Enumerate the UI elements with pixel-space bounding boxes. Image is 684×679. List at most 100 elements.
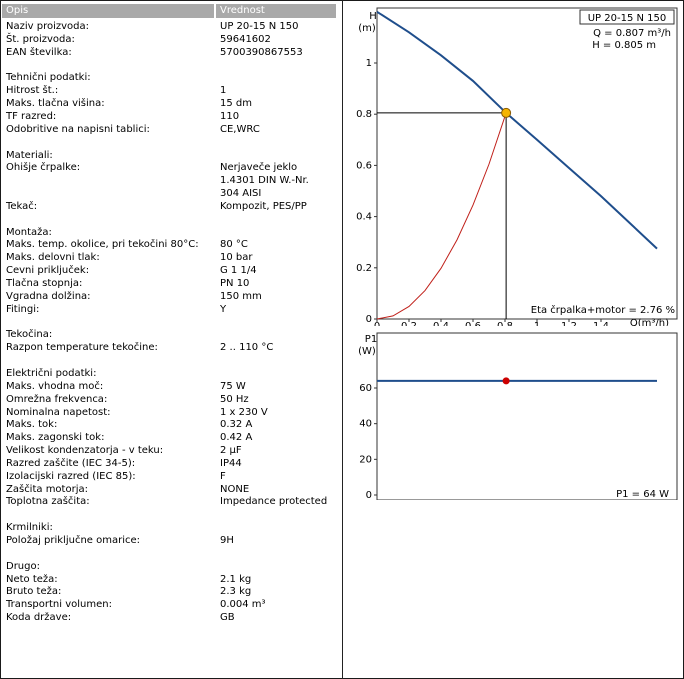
row-label: Odobritive na napisni tablici: xyxy=(6,123,150,135)
table-row xyxy=(6,59,336,72)
row-label: Vgradna dolžina: xyxy=(6,290,91,302)
annotation-h: H = 0.805 m xyxy=(592,40,656,51)
y-axis-unit: (m) xyxy=(358,23,376,34)
row-value: CE,WRC xyxy=(220,123,260,135)
row-label: Maks. zagonski tok: xyxy=(6,432,105,444)
y-tick-label: 0.6 xyxy=(356,160,372,171)
table-row: Neto teža: 2.1 kg xyxy=(6,573,336,586)
system-curve-line xyxy=(376,112,507,320)
table-row: EAN številka: 5700390867553 xyxy=(6,46,336,59)
table-row: Maks. tlačna višina: 15 dm xyxy=(6,97,336,110)
row-label: Tlačna stopnja: xyxy=(6,278,83,289)
row-value: 0.42 A xyxy=(220,432,253,444)
row-label: Bruto teža: xyxy=(6,586,62,598)
row-value: UP 20-15 N 150 xyxy=(220,21,299,32)
table-row xyxy=(6,547,336,560)
row-value: G 1 1/4 xyxy=(220,265,257,277)
row-value: PN 10 xyxy=(220,278,250,289)
row-label: Velikost kondenzatorja - v teku: xyxy=(6,445,164,457)
table-row: Ohišje črpalke: Nerjaveče jeklo xyxy=(6,161,336,174)
table-row: Maks. tok: 0.32 A xyxy=(6,418,336,431)
table-row: Bruto teža: 2.3 kg xyxy=(6,585,336,598)
row-value: 1 xyxy=(220,85,227,97)
row-value: 59641602 xyxy=(220,33,271,45)
annotation-q: Q = 0.807 m³/h xyxy=(593,28,671,39)
row-label: Cevni priključek: xyxy=(6,265,90,277)
row-value: 0.32 A xyxy=(220,419,253,431)
row-value: 2 .. 110 °C xyxy=(220,342,274,354)
row-value: 5700390867553 xyxy=(220,46,303,58)
table-row: Drugo: xyxy=(6,560,336,573)
row-label: Izolacijski razred (IEC 85): xyxy=(6,470,136,482)
table-row: Električni podatki: xyxy=(6,367,336,380)
column-header-value: Vrednost xyxy=(216,4,336,18)
legend-box xyxy=(579,9,675,25)
table-row: Razpon temperature tekočine: 2 .. 110 °C xyxy=(6,341,336,354)
row-label: Nominalna napetost: xyxy=(6,406,111,418)
table-row: Tehnični podatki: xyxy=(6,71,336,84)
row-label: Materiali: xyxy=(6,149,53,161)
row-label: Toplotna zaščita: xyxy=(6,496,90,508)
table-row: Montaža: xyxy=(6,226,336,239)
x-axis-label: Q(m³/h) xyxy=(630,318,669,326)
y-tick-label: 0.8 xyxy=(356,109,372,120)
row-value: 150 mm xyxy=(220,290,262,302)
x-tick-label: 0.4 xyxy=(433,321,449,326)
table-row: Tlačna stopnja: PN 10 xyxy=(6,277,336,290)
table-row xyxy=(6,213,336,226)
row-value: Y xyxy=(220,303,227,315)
row-label: Neto teža: xyxy=(6,573,58,585)
column-header-description: Opis xyxy=(2,4,214,18)
row-value: 15 dm xyxy=(220,98,252,110)
row-value: 10 bar xyxy=(220,252,253,264)
table-row: Tekočina: xyxy=(6,328,336,341)
row-value: 110 xyxy=(220,110,240,122)
y-tick-label: 0 xyxy=(366,314,372,325)
table-row: Omrežna frekvenca: 50 Hz xyxy=(6,393,336,406)
table-row: Fitingi: Y xyxy=(6,303,336,316)
plot-area xyxy=(376,7,678,320)
table-row: 1.4301 DIN W.-Nr. xyxy=(6,174,336,187)
y-axis-unit: (W) xyxy=(358,346,376,357)
row-value: 75 W xyxy=(220,380,246,392)
power-chart: P1 (W) P1 = 64 W 0 20 40 60 xyxy=(358,332,678,500)
plot-area xyxy=(376,332,678,500)
row-value: 9H xyxy=(220,535,234,546)
row-label: Koda države: xyxy=(6,612,72,624)
x-tick-label: 0.6 xyxy=(465,321,481,326)
row-value: GB xyxy=(220,612,235,624)
row-label: Maks. tlačna višina: xyxy=(6,98,105,110)
table-row: Razred zaščite (IEC 34-5): IP44 xyxy=(6,457,336,470)
table-row: TF razred: 110 xyxy=(6,110,336,123)
row-label: TF razred: xyxy=(6,110,57,122)
legend-title: UP 20-15 N 150 xyxy=(588,13,667,24)
row-label: Transportni volumen: xyxy=(6,599,112,611)
row-label: Položaj priključne omarice: xyxy=(6,535,141,546)
y-tick-label: 60 xyxy=(359,383,372,394)
x-tick-label: 1.2 xyxy=(561,321,577,326)
table-row: Odobritive na napisni tablici: CE,WRC xyxy=(6,123,336,136)
table-row: Toplotna zaščita: Impedance protected xyxy=(6,495,336,508)
row-label: Razred zaščite (IEC 34-5): xyxy=(6,457,136,469)
table-row: Hitrost št.: 1 xyxy=(6,84,336,97)
row-label: Krmilniki: xyxy=(6,522,53,534)
row-label: Hitrost št.: xyxy=(6,85,59,97)
row-label: Montaža: xyxy=(6,226,52,238)
x-tick-label: 1 xyxy=(534,321,540,326)
table-row: Nominalna napetost: 1 x 230 V xyxy=(6,406,336,419)
row-value: 80 °C xyxy=(220,239,248,251)
row-value: 2.3 kg xyxy=(220,586,252,598)
row-label: Omrežna frekvenca: xyxy=(6,393,108,405)
row-value: F xyxy=(220,470,226,482)
row-label: Tekočina: xyxy=(6,329,53,341)
table-row: Maks. zagonski tok: 0.42 A xyxy=(6,431,336,444)
table-row: Naziv proizvoda: UP 20-15 N 150 xyxy=(6,20,336,33)
row-value: IP44 xyxy=(220,457,242,469)
table-row: Transportni volumen: 0.004 m³ xyxy=(6,598,336,611)
table-row: Vgradna dolžina: 150 mm xyxy=(6,290,336,303)
table-row: Tekač: Kompozit, PES/PP xyxy=(6,200,336,213)
row-value: Nerjaveče jeklo xyxy=(220,162,298,174)
table-row: Maks. delovni tlak: 10 bar xyxy=(6,251,336,264)
table-row: Izolacijski razred (IEC 85): F xyxy=(6,470,336,483)
table-row: Cevni priključek: G 1 1/4 xyxy=(6,264,336,277)
